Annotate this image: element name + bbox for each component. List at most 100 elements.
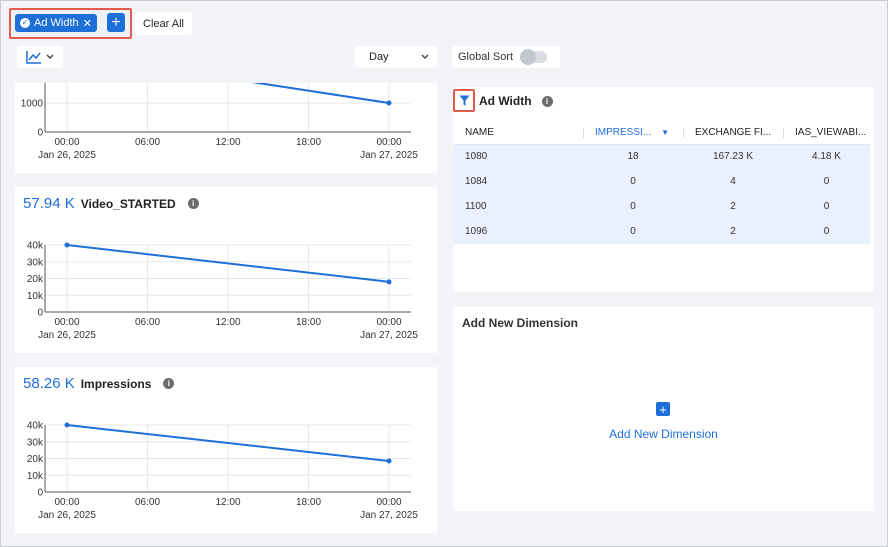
x-tick-label: 12:00: [215, 497, 240, 508]
plus-icon: +: [659, 401, 667, 417]
dimension-table-card: Ad Width i NAME IMPRESSI... ▼ EXCHANGE FI…: [453, 87, 874, 292]
x-tick-label: 06:00: [135, 137, 160, 148]
column-header-label: NAME: [465, 127, 494, 139]
cell-impressions: 18: [583, 144, 683, 169]
table-row[interactable]: 1080 18 167.23 K 4.18 K: [453, 144, 870, 169]
series-line: [66, 244, 390, 283]
table-title-text: Ad Width: [479, 94, 532, 108]
add-dimension-title: Add New Dimension: [462, 316, 579, 330]
cell-exchange-fill: 167.23 K: [683, 144, 783, 169]
x-tick-label: 00:00: [376, 137, 401, 148]
line-chart: 0 1000 00:00 06:00 12:00 18:00 00:00 Jan 26, 20…: [21, 52, 418, 161]
filter-chip-ad-width[interactable]: ✓ Ad Width ✕: [15, 14, 97, 32]
sort-desc-icon: ▼: [661, 128, 670, 138]
chevron-down-icon: [46, 54, 54, 59]
cell-ias-viewability: 0: [783, 194, 870, 219]
y-tick-label: 20k: [27, 274, 44, 285]
global-sort-control: Global Sort: [452, 46, 560, 68]
chart-type-dropdown[interactable]: [17, 46, 63, 68]
cell-name: 1100: [453, 194, 583, 219]
line-chart: 0 10k 20k 30k 40k 00:00 06:00 12:00 18:00 00:00 Ja…: [27, 241, 418, 342]
info-icon[interactable]: i: [541, 95, 553, 107]
cell-impressions: 0: [583, 219, 683, 244]
info-icon[interactable]: i: [187, 198, 199, 209]
filter-chip-label: Ad Width: [34, 17, 79, 29]
x-date-label: Jan 27, 2025: [360, 150, 418, 161]
x-tick-label: 06:00: [135, 497, 160, 508]
column-header-exchange-fill[interactable]: EXCHANGE FI...: [683, 122, 783, 145]
data-point: [386, 100, 392, 106]
global-sort-toggle[interactable]: [520, 49, 548, 65]
chart-card: 57.94 K Video_STARTED i 0 10k 20k 30k 40k 00:…: [15, 187, 437, 353]
x-tick-label: 00:00: [376, 497, 401, 508]
x-tick-label: 00:00: [376, 317, 401, 328]
x-tick-label: 00:00: [54, 137, 79, 148]
y-tick-label: 30k: [27, 437, 44, 448]
clear-all-button[interactable]: Clear All: [135, 12, 192, 35]
metric-name: Video_STARTED: [80, 196, 176, 211]
cell-impressions: 0: [583, 169, 683, 194]
filter-button[interactable]: [453, 89, 475, 112]
y-tick-label: 20k: [27, 454, 44, 465]
x-tick-label: 18:00: [296, 137, 321, 148]
info-icon[interactable]: i: [163, 378, 175, 389]
plus-icon: +: [111, 13, 121, 31]
table-row[interactable]: 1096 0 2 0: [453, 219, 870, 244]
cell-name: 1096: [453, 219, 583, 244]
y-tick-label: 0: [37, 308, 43, 319]
add-dimension-card: Add New Dimension + Add New Dimension: [453, 307, 874, 511]
x-date-label: Jan 27, 2025: [360, 510, 418, 521]
column-header-label: IMPRESSI...: [595, 127, 652, 139]
chart-header: 58.26 K Impressions i: [23, 375, 175, 392]
line-chart: 0 10k 20k 30k 40k 00:00 06:00 12:00 18:00 00:00 Ja…: [27, 421, 418, 522]
x-tick-label: 12:00: [215, 137, 240, 148]
chart-card: 0 1000 00:00 06:00 12:00 18:00 00:00 Jan 26, 20…: [15, 52, 437, 173]
chart-card: 58.26 K Impressions i 0 10k 20k 30k 40k 00:00…: [15, 367, 437, 533]
x-tick-label: 18:00: [296, 497, 321, 508]
add-dimension-plus-button[interactable]: +: [656, 402, 670, 416]
granularity-select[interactable]: Day: [355, 46, 437, 68]
table-title: Ad Width i: [479, 94, 553, 108]
column-header-name[interactable]: NAME: [453, 122, 583, 145]
y-tick-label: 1000: [21, 99, 44, 110]
add-dimension-link[interactable]: Add New Dimension: [609, 427, 718, 441]
y-tick-label: 10k: [27, 291, 44, 302]
add-filter-button[interactable]: +: [107, 13, 125, 32]
cell-ias-viewability: 0: [783, 219, 870, 244]
funnel-icon: [459, 95, 469, 106]
table-row[interactable]: 1100 0 2 0: [453, 194, 870, 219]
close-icon[interactable]: ✕: [82, 17, 92, 30]
cell-ias-viewability: 4.18 K: [783, 144, 870, 169]
x-tick-label: 18:00: [296, 317, 321, 328]
y-tick-label: 0: [37, 128, 43, 139]
table-row[interactable]: 1084 0 4 0: [453, 169, 870, 194]
x-date-label: Jan 26, 2025: [38, 510, 96, 521]
y-tick-label: 40k: [27, 421, 44, 432]
y-tick-label: 0: [37, 488, 43, 499]
data-point: [386, 458, 392, 464]
x-date-label: Jan 27, 2025: [360, 330, 418, 341]
x-tick-label: 00:00: [54, 497, 79, 508]
global-sort-label: Global Sort: [458, 51, 514, 63]
cell-name: 1080: [453, 144, 583, 169]
x-tick-label: 12:00: [215, 317, 240, 328]
column-header-ias-viewability[interactable]: IAS_VIEWABI...: [783, 122, 870, 145]
x-tick-label: 00:00: [54, 317, 79, 328]
check-circle-icon: ✓: [20, 18, 30, 28]
data-point: [64, 422, 70, 428]
data-point: [64, 242, 70, 248]
column-header-impressions[interactable]: IMPRESSI... ▼: [583, 122, 683, 145]
chevron-down-icon: [421, 54, 429, 59]
y-tick-label: 30k: [27, 257, 44, 268]
cell-name: 1084: [453, 169, 583, 194]
metric-name: Impressions: [80, 376, 152, 391]
granularity-value: Day: [369, 51, 389, 63]
y-tick-label: 40k: [27, 241, 44, 252]
cell-impressions: 0: [583, 194, 683, 219]
metric-total: 58.26 K: [23, 375, 75, 392]
dimension-table: NAME IMPRESSI... ▼ EXCHANGE FI... IAS_VIE…: [453, 122, 870, 244]
cell-exchange-fill: 2: [683, 194, 783, 219]
chart-header: 57.94 K Video_STARTED i: [23, 195, 199, 212]
metric-total: 57.94 K: [23, 195, 75, 212]
